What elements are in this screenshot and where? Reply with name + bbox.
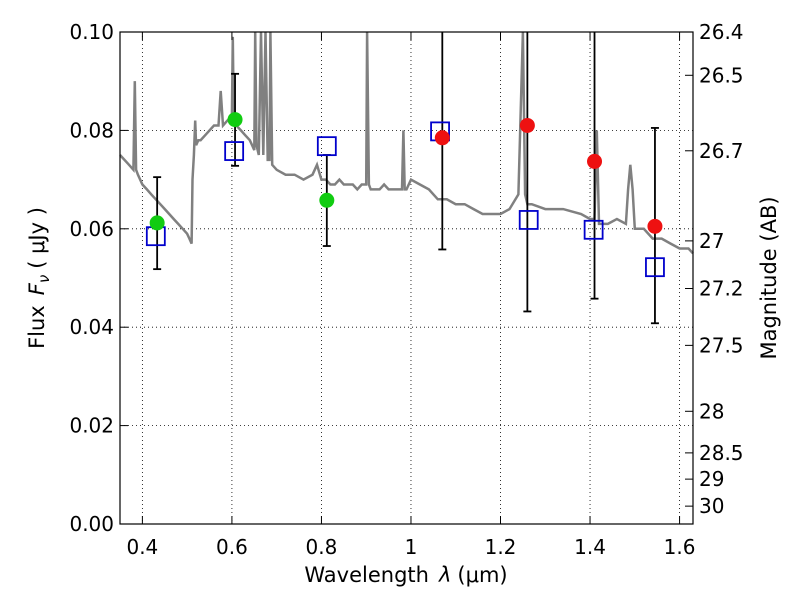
red-point	[647, 218, 663, 234]
model-photometry-square	[583, 219, 604, 240]
y-axis-label: FluxFν( μJy )	[25, 207, 53, 349]
y-tick-label: 0.02	[69, 414, 114, 438]
grid	[120, 32, 693, 524]
y2-tick-label: 26.5	[699, 63, 744, 87]
green-point	[319, 192, 335, 208]
x-tick-label: 0.4	[126, 535, 158, 559]
x-tick-label: 1.2	[485, 535, 517, 559]
y2-tick-label: 26.7	[699, 139, 744, 163]
y2-tick-label: 28	[699, 399, 724, 423]
x-tick-label: 0.8	[306, 535, 338, 559]
measured-points	[149, 112, 663, 234]
red-point	[434, 130, 450, 146]
y2-tick-label: 28.5	[699, 441, 744, 465]
axis-ticks: 0.4 0.6 0.8 1 1.2 1.4 1.6 0.00 0.02 0.04 0.06 0.08 0…	[69, 20, 743, 559]
y-tick-label: 0.10	[69, 20, 114, 44]
x-tick-label: 0.6	[216, 535, 248, 559]
y2-tick-label: 26.4	[699, 20, 744, 44]
secondary-y-axis-label: Magnitude (AB)	[757, 196, 781, 359]
model-photometry-square	[518, 210, 539, 230]
x-tick-label: 1	[405, 535, 418, 559]
plot-frame	[119, 31, 694, 525]
model-photometry-square	[316, 136, 337, 157]
y-tick-label: 0.06	[69, 217, 114, 241]
y2-tick-label: 27.5	[699, 333, 744, 357]
green-point	[149, 215, 165, 231]
error-bars	[153, 32, 659, 325]
y2-tick-label: 30	[699, 494, 724, 518]
model-photometry-squares	[145, 121, 665, 278]
x-tick-label: 1.4	[574, 535, 606, 559]
y-tick-label: 0.08	[69, 118, 114, 142]
green-point	[227, 112, 243, 128]
y-tick-label: 0.04	[69, 315, 114, 339]
x-axis-label: Wavelength λ (μm)	[304, 563, 507, 587]
model-photometry-square	[224, 141, 245, 161]
x-tick-label: 1.6	[664, 535, 696, 559]
red-point	[519, 117, 535, 133]
y2-tick-label: 29	[699, 467, 724, 491]
y-tick-label: 0.00	[69, 512, 114, 536]
red-point	[587, 153, 603, 169]
y2-tick-label: 27	[699, 229, 724, 253]
model-photometry-square	[645, 257, 665, 278]
model-spectrum-line	[119, 31, 694, 255]
y2-tick-label: 27.2	[699, 277, 744, 301]
